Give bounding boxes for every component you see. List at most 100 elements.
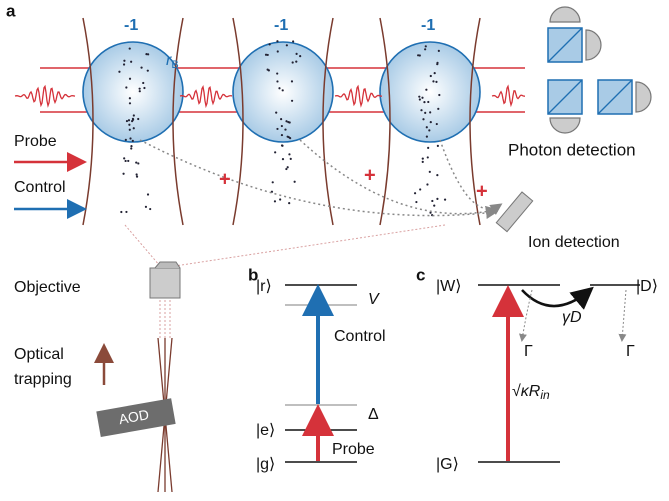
state-label: |W⟩ [436, 278, 462, 295]
atom [142, 81, 145, 85]
ion-sign: + [476, 180, 488, 202]
atom [118, 70, 121, 73]
decay-arrow [618, 289, 627, 342]
atom [130, 147, 133, 150]
atom [417, 54, 420, 57]
atom [143, 86, 146, 90]
panel-label: c [416, 265, 425, 284]
atom [264, 53, 268, 56]
ion-path [439, 139, 503, 215]
symbol: r [166, 52, 172, 69]
photon-wavepacket [179, 85, 233, 109]
atom [433, 204, 436, 207]
atom [130, 60, 133, 63]
atom [413, 192, 417, 195]
atom-cloud [379, 41, 481, 143]
trapping-label: Optical [14, 346, 64, 363]
atom-cloud [82, 41, 184, 143]
blockade-radius: rB [166, 52, 179, 71]
atom [291, 61, 294, 64]
atom [135, 161, 138, 164]
atom [137, 162, 140, 165]
atom [428, 129, 431, 132]
decay-label: Γ [524, 343, 533, 360]
atom [266, 68, 269, 71]
objective-label: Objective [14, 279, 81, 296]
atom [433, 72, 436, 75]
atom [131, 117, 135, 120]
atom [281, 158, 285, 161]
trap-beam [232, 17, 244, 226]
ion-path [139, 139, 498, 219]
atom [285, 120, 288, 123]
atom [276, 40, 279, 43]
splitter-diagonal [547, 79, 583, 115]
atom [290, 80, 294, 83]
photon-detectors [547, 6, 652, 134]
atom [286, 166, 289, 169]
atom [429, 111, 432, 114]
atom [132, 114, 135, 117]
atom [135, 173, 138, 176]
atom [437, 49, 440, 53]
atom [431, 199, 434, 203]
atom [438, 93, 441, 97]
atom [285, 44, 288, 47]
ion-sign: + [219, 168, 231, 190]
atom [135, 175, 139, 178]
imaging-path [124, 224, 161, 267]
atom [285, 167, 288, 171]
detuning: Δ [368, 406, 379, 423]
atom [271, 181, 274, 184]
control-label: Control [14, 179, 66, 196]
atom [268, 43, 271, 46]
state-label: |D⟩ [636, 278, 658, 295]
rydberg-charge: -1 [274, 17, 288, 34]
atom [421, 96, 424, 99]
atom [149, 207, 152, 211]
atom [279, 198, 282, 201]
atom-cloud [232, 41, 334, 143]
atom [288, 202, 291, 205]
atom [288, 153, 291, 156]
panel-label: b [248, 265, 258, 284]
panel-label: a [6, 1, 16, 20]
control-label: Control [334, 328, 386, 345]
atom [428, 170, 431, 173]
detector [549, 117, 581, 134]
atom [425, 135, 428, 138]
state-label: |G⟩ [436, 456, 459, 473]
atom [130, 144, 133, 148]
state-label: |e⟩ [256, 422, 275, 439]
atom [123, 157, 126, 160]
atom [429, 74, 432, 78]
atom [427, 100, 430, 104]
atom [290, 99, 294, 102]
atom [423, 101, 426, 104]
trap-beam [82, 17, 94, 226]
atom [131, 120, 134, 123]
aod [96, 398, 176, 438]
probe-label: Probe [332, 441, 375, 458]
atom [127, 159, 130, 163]
atom [435, 122, 438, 126]
objective-top [154, 261, 181, 269]
atom [295, 60, 298, 63]
atom [429, 211, 432, 214]
atom [426, 183, 429, 186]
rydberg-charge: -1 [124, 17, 138, 34]
interaction-shift: V [368, 291, 380, 308]
dephasing-arrow [521, 286, 594, 310]
atom [436, 174, 439, 177]
trap-beam [322, 17, 334, 226]
splitter-diagonal [547, 27, 583, 63]
detector [635, 81, 652, 113]
ion-detector [495, 191, 534, 233]
atom [429, 121, 432, 124]
atom [137, 117, 140, 121]
atom [295, 52, 298, 55]
atom [443, 198, 447, 201]
atom [128, 97, 131, 100]
pump-rate: √κRin [512, 383, 550, 402]
splitter-diagonal [597, 79, 633, 115]
